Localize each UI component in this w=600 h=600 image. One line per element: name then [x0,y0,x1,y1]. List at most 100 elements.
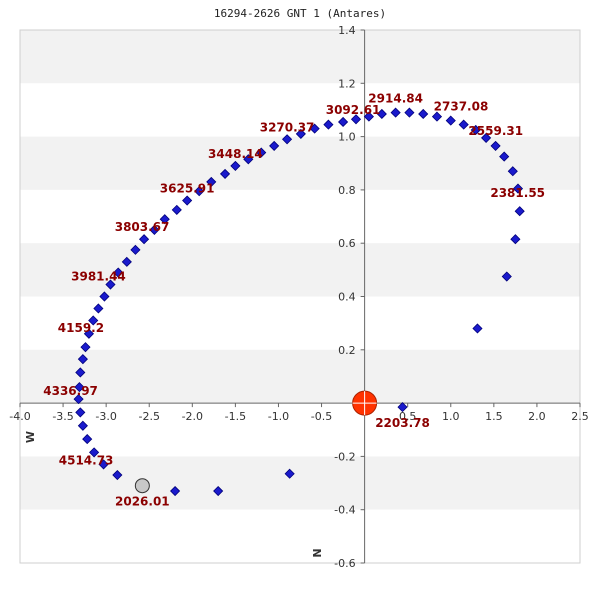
grid-band [20,189,580,244]
y-tick-label: 1.0 [338,131,356,144]
grid-band [20,349,580,404]
y-axis-label: N [311,548,324,557]
orbit-point [149,224,160,235]
tick-labels: -4.0 -3.5 -3.0 -2.5 -2.0 -1.5 -1.0 -0.5 0.5 1.0 1.… [9,24,588,570]
orbit-point [73,394,84,405]
grid-band [20,83,580,137]
grid-band [20,30,580,84]
epoch-label: 2559.31 [468,124,523,138]
orbit-point [376,108,387,120]
grid-band [20,296,580,350]
orbit-point [309,123,320,134]
x-tick-label: 0.5 [399,410,417,423]
orbit-point [83,328,94,339]
epoch-label: 3803.67 [115,220,170,234]
orbit-point [490,140,501,151]
epoch-label: 4159.2 [58,321,104,335]
orbit-point [112,469,123,481]
orbit-point [512,183,524,194]
background-bands [19,29,581,564]
grid-band [20,456,580,510]
plot-border [19,29,581,564]
grid-band [20,509,580,563]
orbit-point [323,119,334,130]
y-tick-label: 0.4 [338,291,356,304]
orbit-point [159,214,170,225]
epoch-label: 3270.37 [260,120,315,134]
epoch-label: 2381.55 [490,186,545,200]
orbit-point [350,114,362,125]
x-tick-label: 1.0 [442,410,460,423]
orbit-point [206,176,217,187]
orbit-point [256,147,267,158]
current-position-marker [134,478,150,494]
orbit-point [99,291,110,302]
orbit-point [138,234,150,245]
orbit-point [75,407,86,418]
y-tick-label: 1.4 [338,24,356,37]
orbit-point [75,367,86,378]
orbit-point [194,186,205,197]
orbit-point [130,244,141,255]
orbit-point [105,279,116,290]
orbit-point [219,168,231,179]
orbit-point [121,256,132,267]
orbit-point [171,204,182,215]
orbit-point [89,447,100,458]
epoch-label: 4336.97 [43,384,98,398]
orbit-point [510,234,521,245]
grid-band [20,136,580,190]
orbit-point [514,206,525,217]
x-tick-label: -4.0 [9,410,30,423]
orbit-point [397,402,408,413]
chart-title: 16294-2626 GNT 1 (Antares) [214,7,386,20]
orbit-point [284,468,295,479]
orbit-point [431,111,443,122]
orbit-point [77,420,88,431]
grid-band [20,243,580,297]
epoch-label: 3092.61 [326,103,381,117]
orbit-point [295,128,306,140]
orbit-point [470,124,481,136]
grid-band [20,403,580,457]
orbit-point [230,160,241,171]
orbit-point [113,267,124,278]
epoch-label: 2914.84 [368,92,423,106]
orbit-point [499,151,510,162]
y-tick-label: 0.6 [338,237,356,250]
orbit-point [243,154,254,165]
x-tick-label: -0.5 [311,410,332,423]
y-tick-label: -0.4 [334,504,355,517]
axes [19,29,581,564]
epoch-label: 3448.14 [208,147,263,161]
orbit-point [507,166,518,177]
x-tick-label: 2.0 [528,410,546,423]
y-tick-label: 0.2 [338,344,356,357]
orbit-point [481,132,492,143]
orbit-point [74,382,85,393]
orbit-point [170,485,181,497]
epoch-label: 2737.08 [434,100,489,114]
orbit-point [338,116,349,128]
orbit-point [501,271,512,282]
y-tick-label: -0.6 [334,557,355,570]
orbit-point [390,107,401,118]
orbit-point [404,107,415,118]
orbit-point [282,134,293,145]
orbit-point [93,303,104,314]
epoch-label: 4514.73 [59,453,114,467]
current-epoch-label: 2026.01 [115,495,170,509]
x-tick-label: -2.0 [182,410,203,423]
orbit-point [88,315,99,326]
epoch-labels: 2203.78 2381.55 2559.31 2737.08 2914.843092.… [43,92,545,509]
orbit-point [213,485,224,497]
y-tick-label: -0.2 [334,450,355,463]
orbit-point [77,354,88,365]
epoch-label: 3625.91 [160,182,215,196]
x-tick-label: 2.5 [571,410,589,423]
orbit-point [80,342,91,353]
orbit-point [472,323,483,334]
orbit-points [73,107,525,497]
x-axis-label: W [24,431,37,443]
